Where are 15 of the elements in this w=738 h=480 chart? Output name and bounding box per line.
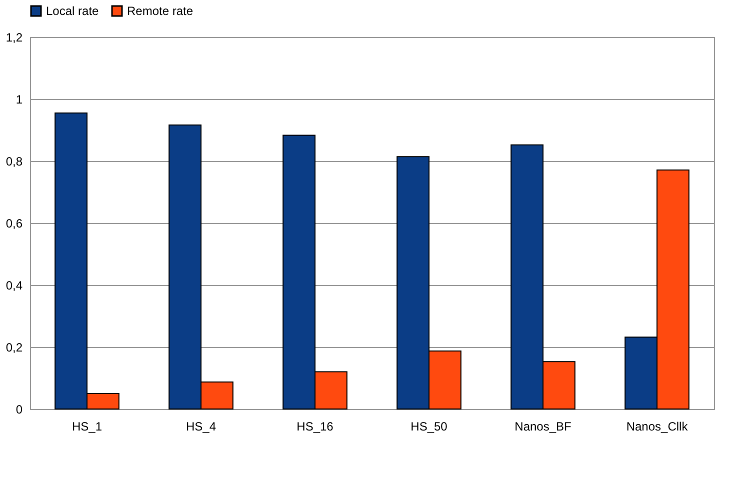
x-tick-label: HS_50 [410,420,448,434]
y-tick-label: 1,2 [6,30,23,44]
x-tick-label: HS_1 [72,420,102,434]
x-tick-label: Nanos_Cllk [626,420,689,434]
y-tick-label: 0,8 [6,154,23,168]
y-tick-label: 0,6 [6,216,23,230]
x-tick-label: HS_16 [296,420,334,434]
legend-label: Local rate [46,4,100,18]
legend-label: Remote rate [127,4,194,18]
x-tick-label: Nanos_BF [514,420,572,434]
y-tick-label: 1 [16,92,23,106]
x-tick-label: HS_4 [186,420,216,434]
y-tick-label: 0,4 [6,278,23,292]
y-tick-label: 0 [16,402,23,416]
y-tick-label: 0,2 [6,340,23,354]
